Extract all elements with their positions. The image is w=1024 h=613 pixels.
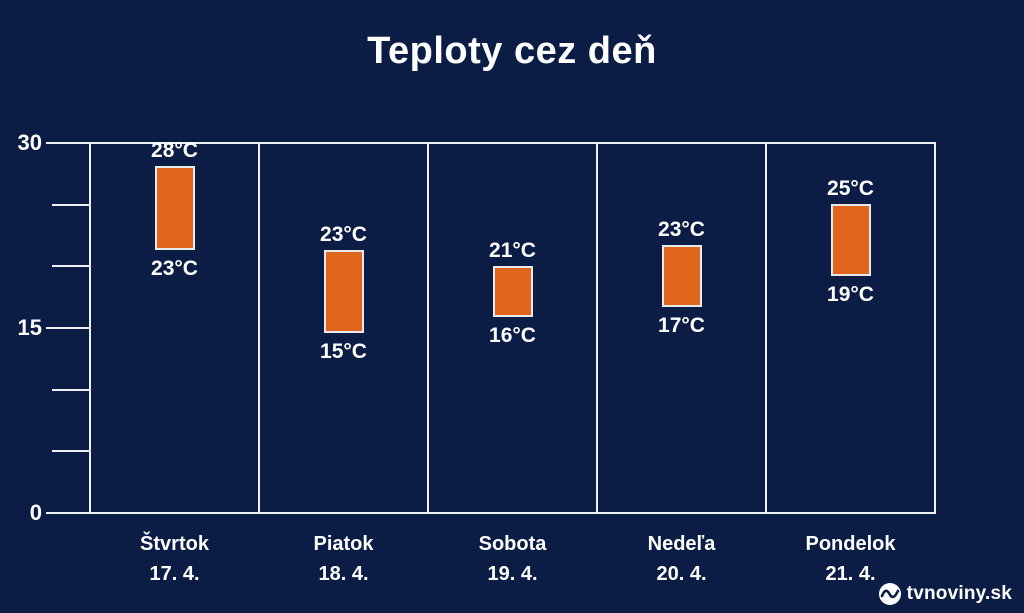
y-axis-tick-minor — [52, 450, 90, 453]
x-axis-date-label: 19. 4. — [487, 563, 538, 585]
x-axis-date-label: 20. 4. — [656, 563, 707, 585]
plot-border-left — [89, 142, 91, 514]
min-temp-label: 16°C — [489, 324, 536, 347]
max-temp-label: 28°C — [151, 139, 198, 162]
column-divider — [596, 142, 598, 514]
y-axis-tick-minor — [52, 203, 90, 206]
y-axis-tick-major — [46, 327, 90, 329]
x-axis-date-label: 21. 4. — [825, 563, 876, 585]
plot-border-right — [934, 142, 936, 514]
y-axis-label: 15 — [17, 315, 42, 340]
min-temp-label: 17°C — [658, 314, 705, 337]
max-temp-label: 23°C — [320, 223, 367, 246]
min-temp-label: 19°C — [827, 283, 874, 306]
channel-logo-text: tvnoviny.sk — [906, 583, 1012, 604]
x-axis-day-label: Piatok — [313, 533, 374, 555]
column-divider — [427, 142, 429, 514]
chart-title: Teploty cez deň — [367, 30, 657, 72]
x-axis-day-label: Sobota — [478, 533, 547, 555]
y-axis-tick-minor — [52, 388, 90, 391]
temperature-range-bar — [323, 250, 364, 333]
y-axis-label: 30 — [17, 130, 42, 155]
max-temp-label: 25°C — [827, 177, 874, 200]
temperature-range-bar — [661, 245, 702, 307]
y-axis-label: 0 — [29, 500, 42, 525]
x-axis-date-label: 17. 4. — [149, 563, 200, 585]
y-axis-tick-major — [46, 142, 90, 144]
min-temp-label: 15°C — [320, 340, 367, 363]
plot-border-bottom — [89, 512, 936, 514]
min-temp-label: 23°C — [151, 257, 198, 280]
temperature-range-bar — [830, 204, 871, 276]
column-divider — [258, 142, 260, 514]
max-temp-label: 23°C — [658, 218, 705, 241]
y-axis-tick-major — [46, 512, 90, 514]
channel-logo: tvnoviny.sk — [878, 583, 1012, 605]
y-axis-tick-minor — [52, 265, 90, 268]
x-axis-day-label: Nedeľa — [647, 533, 716, 555]
x-axis-day-label: Pondelok — [805, 533, 896, 555]
plot-border-top — [89, 142, 936, 144]
x-axis-day-label: Štvrtok — [140, 533, 209, 555]
column-divider — [765, 142, 767, 514]
x-axis-date-label: 18. 4. — [318, 563, 369, 585]
max-temp-label: 21°C — [489, 239, 536, 262]
temperature-range-bar — [154, 166, 195, 250]
tvnoviny-wave-icon — [878, 583, 901, 605]
temperature-range-bar — [492, 266, 533, 317]
